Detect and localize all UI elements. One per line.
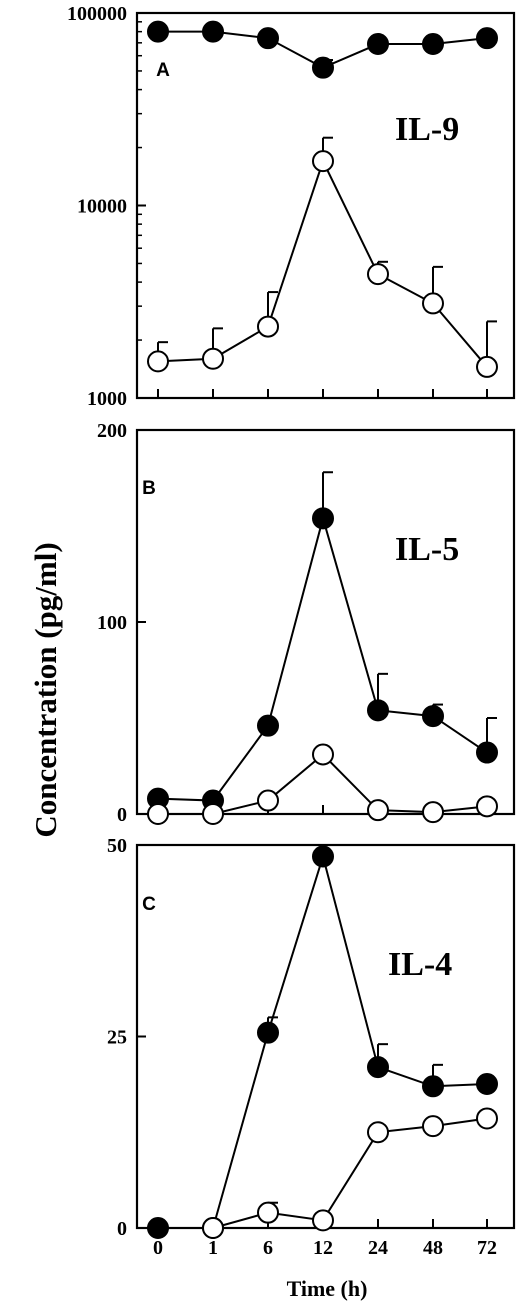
panel-a: 1000 10000 100000 A IL-9 [67,3,516,410]
data-point-filled [476,1072,498,1095]
data-point-filled [257,27,279,50]
data-point-open [312,743,334,766]
y-tick-label: 100000 [67,3,127,25]
data-point-filled [312,845,334,868]
data-point-open [367,263,389,286]
data-point-filled [422,705,444,728]
data-point-filled [257,714,279,737]
y-tick-label: 25 [107,1027,127,1049]
data-point-open [257,789,279,812]
y-tick-label: 10000 [77,196,127,218]
data-point-open [202,803,224,825]
data-point-open [202,1217,224,1239]
x-tick-label: 72 [477,1237,497,1259]
y-tick-label: 1000 [87,388,127,410]
panel-letter: A [156,60,170,81]
x-tick-label: 6 [263,1237,273,1259]
data-point-open [422,292,444,315]
y-tick-label: 100 [97,612,127,634]
y-tick-label: 0 [117,804,127,826]
panel-letter: C [142,894,156,915]
x-tick-label: 48 [423,1237,443,1259]
data-point-filled [422,1075,444,1098]
panel-title: IL-9 [395,111,459,148]
data-point-open [147,350,169,373]
data-point-filled [367,33,389,56]
y-tick-label: 50 [107,835,127,857]
panels-group: 1000 10000 100000 A IL-9 0 100 200 B IL-5 0 25 50 0 1 6… [67,3,516,1259]
data-point-open [476,1107,498,1130]
x-axis-label: Time (h) [287,1276,368,1301]
x-tick-label: 24 [368,1237,388,1259]
series-line-open [157,158,488,368]
x-tick-label: 12 [313,1237,333,1259]
data-point-open [476,795,498,818]
panel-title: IL-5 [395,531,459,568]
plot-frame [135,843,516,1230]
data-point-filled [476,27,498,50]
data-point-open [476,355,498,378]
data-point-filled [367,699,389,722]
data-point-open [367,1121,389,1144]
series-line-filled [158,852,488,1229]
data-point-open [257,315,279,338]
data-point-filled [147,1217,169,1239]
data-point-open [257,1201,279,1224]
data-point-filled [476,741,498,764]
data-point-open [312,150,334,173]
panel-letter: B [142,478,156,499]
data-point-filled [202,20,224,43]
data-point-open [202,347,224,370]
data-point-open [422,801,444,824]
x-tick-label: 0 [153,1237,163,1259]
y-tick-label: 200 [97,420,127,442]
data-point-open [312,1209,334,1232]
data-point-open [147,803,169,825]
data-point-filled [257,1021,279,1044]
y-tick-label: 0 [117,1218,127,1240]
x-tick-label: 1 [208,1237,218,1259]
series-line-open [212,1117,488,1229]
y-axis-label: Concentration (pg/ml) [28,542,63,837]
panel-title: IL-4 [388,946,452,983]
data-point-filled [367,1056,389,1079]
panel-c: 0 25 50 0 1 6 12 24 48 72 C IL-4 [107,835,516,1259]
data-point-filled [312,56,334,79]
data-point-filled [147,20,169,43]
data-point-open [367,799,389,822]
data-point-filled [312,507,334,530]
data-point-open [422,1115,444,1138]
panel-b: 0 100 200 B IL-5 [97,420,516,826]
data-point-filled [422,33,444,56]
